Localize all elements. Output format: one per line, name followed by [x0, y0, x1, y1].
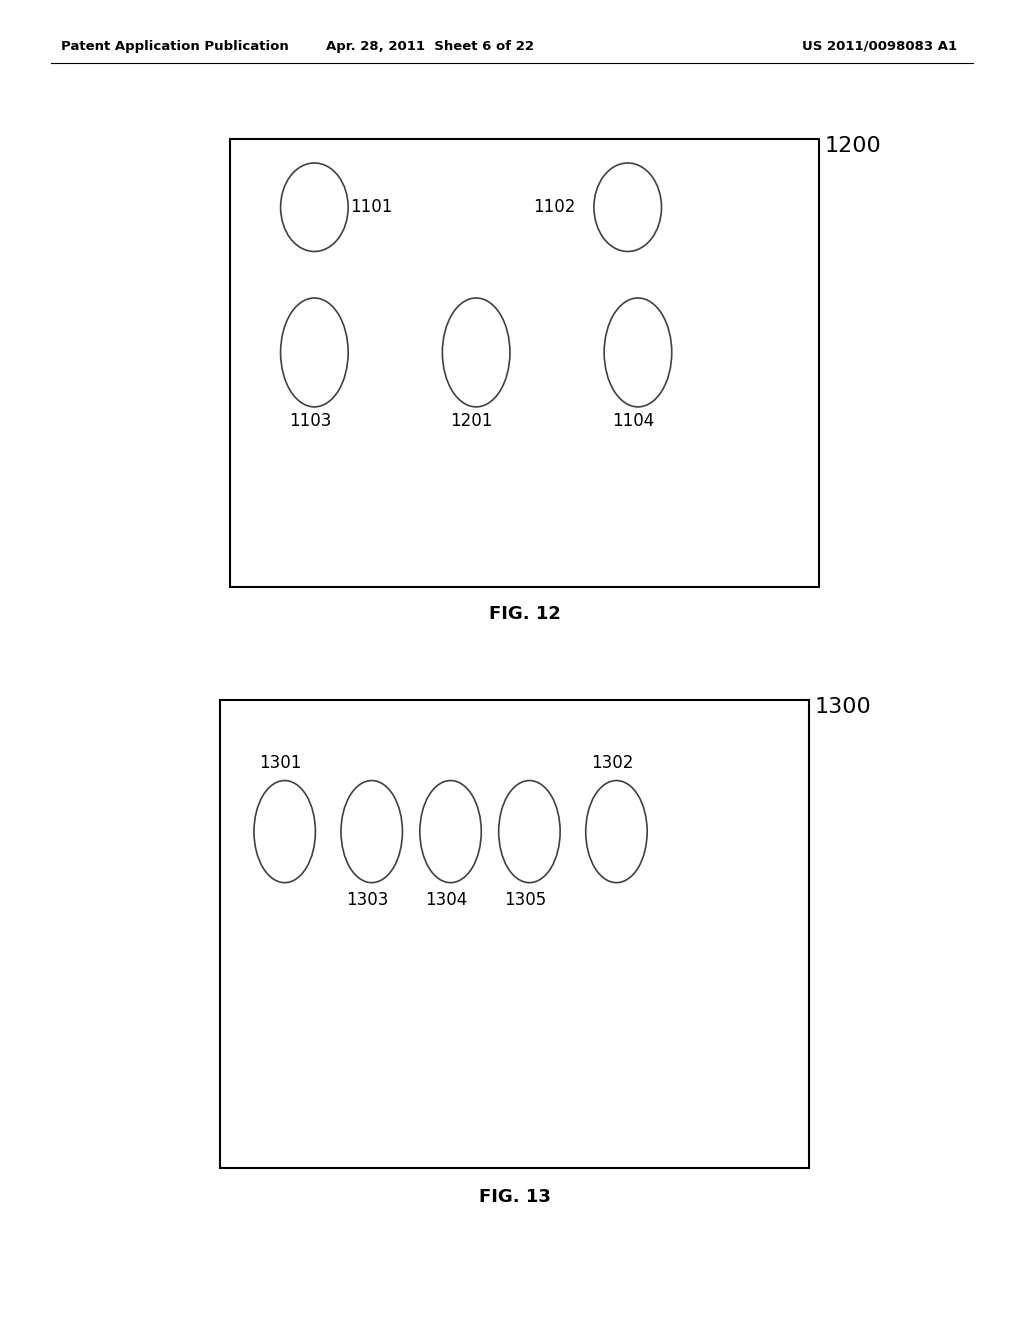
- Text: 1200: 1200: [824, 136, 881, 156]
- Text: 1201: 1201: [451, 412, 493, 430]
- Bar: [220, 700, 809, 1168]
- Ellipse shape: [594, 162, 662, 252]
- Text: 1304: 1304: [425, 891, 467, 909]
- Text: 1302: 1302: [591, 754, 633, 772]
- Text: Apr. 28, 2011  Sheet 6 of 22: Apr. 28, 2011 Sheet 6 of 22: [326, 40, 535, 53]
- Text: 1101: 1101: [350, 198, 392, 216]
- Text: Patent Application Publication: Patent Application Publication: [61, 40, 289, 53]
- Text: 1102: 1102: [534, 198, 575, 216]
- Text: FIG. 12: FIG. 12: [489, 605, 561, 623]
- Text: 1300: 1300: [814, 697, 870, 717]
- Ellipse shape: [604, 298, 672, 407]
- Text: 1103: 1103: [289, 412, 331, 430]
- Bar: [230, 139, 819, 587]
- Ellipse shape: [586, 780, 647, 883]
- Ellipse shape: [420, 780, 481, 883]
- Text: 1104: 1104: [612, 412, 654, 430]
- Text: 1301: 1301: [259, 754, 301, 772]
- Text: 1303: 1303: [346, 891, 388, 909]
- Ellipse shape: [281, 298, 348, 407]
- Ellipse shape: [499, 780, 560, 883]
- Ellipse shape: [442, 298, 510, 407]
- Text: FIG. 13: FIG. 13: [479, 1188, 551, 1206]
- Ellipse shape: [254, 780, 315, 883]
- Text: 1305: 1305: [504, 891, 546, 909]
- Ellipse shape: [281, 162, 348, 252]
- Ellipse shape: [341, 780, 402, 883]
- Text: US 2011/0098083 A1: US 2011/0098083 A1: [803, 40, 957, 53]
